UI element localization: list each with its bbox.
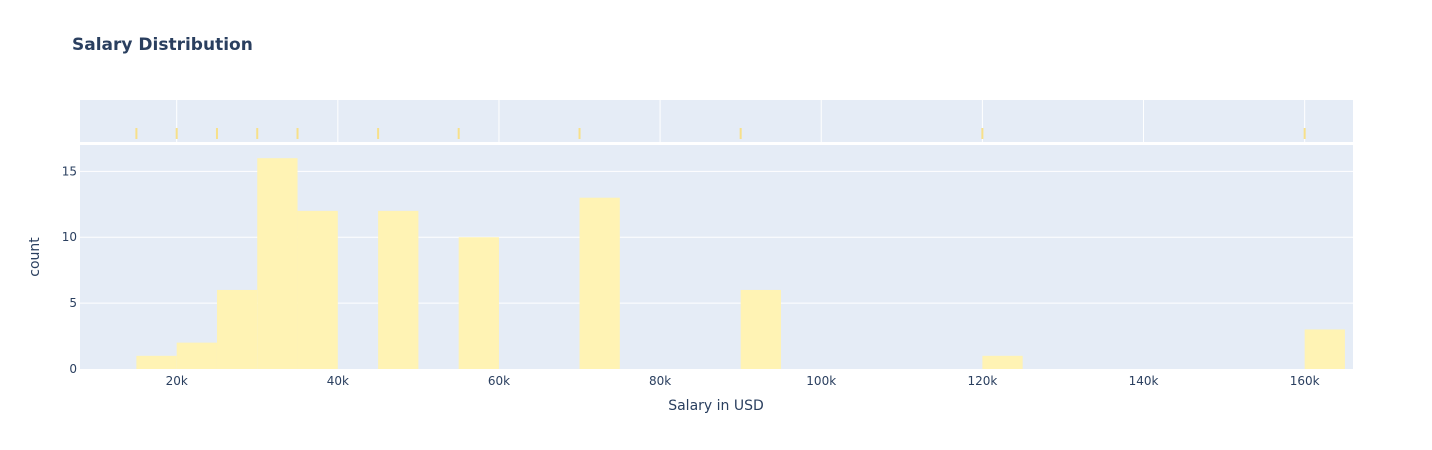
x-tick-label: 80k xyxy=(649,374,671,388)
x-tick-label: 140k xyxy=(1129,374,1159,388)
y-tick-label: 5 xyxy=(69,296,77,310)
chart-title: Salary Distribution xyxy=(72,35,253,55)
rug-gridlines xyxy=(176,100,1306,142)
histogram-bar xyxy=(740,289,781,369)
y-tick-label: 0 xyxy=(69,362,77,376)
x-tick-label: 100k xyxy=(806,374,836,388)
x-axis-label: Salary in USD xyxy=(668,398,764,414)
rug-plot-background xyxy=(80,100,1353,142)
histogram-bars xyxy=(136,158,1345,369)
x-axis-ticks: 20k 40k 60k 80k 100k 120k 140k 160k xyxy=(166,374,1320,388)
histogram-bar xyxy=(458,237,499,369)
y-tick-label: 10 xyxy=(62,230,77,244)
x-tick-label: 20k xyxy=(166,374,188,388)
x-tick-label: 120k xyxy=(967,374,997,388)
histogram-bar xyxy=(176,342,217,369)
histogram-bar xyxy=(257,158,298,369)
rug-marks xyxy=(135,128,1306,139)
x-tick-label: 60k xyxy=(488,374,510,388)
y-tick-label: 15 xyxy=(62,164,77,178)
histogram-bar xyxy=(579,197,620,369)
histogram-bar xyxy=(136,355,177,369)
histogram-bar xyxy=(297,210,338,369)
x-tick-label: 160k xyxy=(1290,374,1320,388)
histogram-bar xyxy=(1304,329,1345,369)
y-axis-label: count xyxy=(27,237,43,277)
histogram-bar xyxy=(982,355,1023,369)
x-tick-label: 40k xyxy=(327,374,349,388)
y-axis-ticks: 0 5 10 15 xyxy=(62,164,77,376)
histogram-bar xyxy=(216,289,258,369)
histogram-bar xyxy=(378,210,419,369)
